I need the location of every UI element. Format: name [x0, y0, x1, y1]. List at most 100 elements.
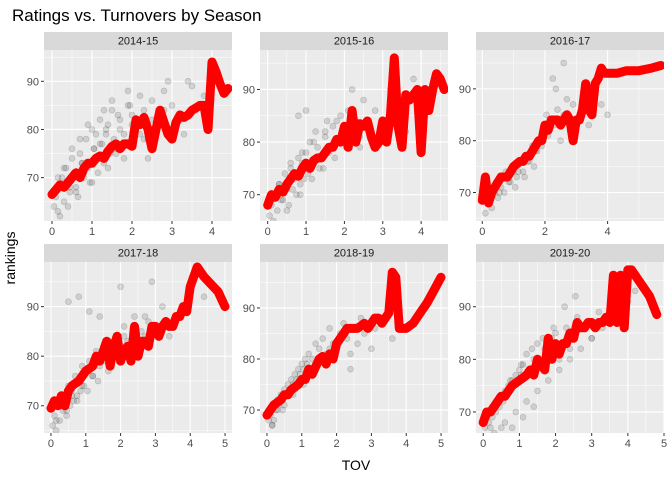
y-tick-label: 90 — [459, 84, 471, 96]
scatter-point — [371, 107, 379, 114]
x-tick-label: 3 — [169, 226, 175, 238]
scatter-point — [100, 106, 108, 114]
scatter-point — [354, 340, 361, 348]
scatter-point — [68, 155, 76, 162]
scatter-point — [270, 217, 277, 221]
scatter-point — [306, 138, 314, 146]
scatter-point — [511, 184, 519, 191]
scatter-point — [519, 361, 527, 368]
scatter-point — [104, 121, 112, 128]
scatter-point — [555, 366, 563, 374]
scatter-point — [312, 128, 319, 135]
facet-strip-label: 2019-20 — [550, 248, 590, 260]
scatter-point — [141, 313, 149, 320]
facet-strip-label: 2014-15 — [118, 36, 158, 48]
scatter-point — [517, 361, 525, 368]
panel-data — [478, 265, 662, 433]
panel-background — [476, 262, 664, 433]
facet-strip — [476, 244, 664, 262]
scatter-point — [302, 149, 310, 156]
trend-line — [47, 57, 232, 199]
scatter-point — [120, 332, 128, 340]
scatter-point — [82, 135, 90, 143]
facet-strip-label: 2017-18 — [118, 248, 158, 260]
facet-strip — [260, 32, 448, 50]
scatter-point — [597, 101, 605, 108]
y-tick-label: 80 — [27, 124, 39, 136]
scatter-point — [89, 372, 96, 380]
scatter-point — [494, 194, 502, 201]
x-tick-label: 2 — [542, 226, 548, 238]
scatter-point — [159, 303, 166, 310]
scatter-point — [90, 145, 98, 152]
scatter-point — [523, 350, 530, 358]
scatter-point — [337, 112, 344, 120]
scatter-point — [298, 149, 306, 156]
scatter-point — [60, 198, 68, 205]
scatter-point — [314, 144, 321, 151]
scatter-point — [116, 126, 124, 133]
x-tick-label: 5 — [438, 438, 444, 450]
scatter-point — [287, 159, 295, 167]
scatter-point — [168, 102, 176, 109]
scatter-point — [516, 366, 523, 374]
scatter-point — [72, 184, 80, 191]
x-axis-title: TOV — [342, 457, 371, 473]
scatter-point — [108, 106, 116, 114]
scatter-point — [148, 278, 156, 286]
scatter-point — [319, 335, 327, 342]
scatter-point — [73, 392, 81, 400]
scatter-point — [321, 128, 329, 135]
y-tick-label: 80 — [243, 354, 255, 366]
facet-strip-label: 2015-16 — [334, 36, 374, 48]
scatter-point — [519, 413, 527, 421]
scatter-point — [577, 345, 585, 353]
scatter-point — [136, 92, 144, 100]
x-tick-label: 2 — [129, 226, 135, 238]
scatter-point — [108, 97, 116, 104]
x-tick-label: 4 — [625, 438, 631, 450]
scatter-point — [308, 175, 316, 183]
scatter-point — [289, 186, 296, 193]
x-tick-label: 4 — [187, 438, 193, 450]
y-tick-label: 90 — [459, 302, 471, 314]
x-tick-label: 4 — [605, 226, 611, 238]
scatter-point — [268, 421, 276, 429]
scatter-point — [347, 365, 354, 373]
scatter-point — [65, 298, 72, 306]
scatter-point — [323, 117, 331, 125]
scatter-point — [604, 111, 611, 119]
scatter-point — [62, 164, 70, 172]
scatter-point — [285, 201, 293, 209]
scatter-point — [180, 131, 188, 138]
scatter-point — [84, 121, 92, 128]
x-tick-label: 2 — [341, 226, 347, 238]
scatter-point — [131, 313, 138, 320]
x-tick-label: 0 — [265, 226, 271, 238]
scatter-point — [557, 137, 564, 144]
y-tick-label: 90 — [243, 303, 255, 315]
scatter-point — [560, 59, 568, 67]
scatter-point — [77, 387, 84, 395]
scatter-point — [296, 191, 304, 198]
scatter-point — [287, 376, 295, 383]
scatter-point — [528, 345, 536, 353]
y-tick-label: 70 — [459, 188, 471, 200]
scatter-point — [75, 293, 83, 301]
scatter-point — [566, 355, 574, 363]
scatter-point — [544, 377, 552, 384]
scatter-point — [144, 155, 152, 162]
scatter-point — [88, 179, 96, 186]
facet-panel-2015-16: 2015-16 70 80 90 0 1 2 3 4 — [243, 32, 448, 238]
panel-data — [46, 262, 230, 433]
scatter-point — [184, 78, 192, 85]
scatter-point — [140, 106, 148, 114]
x-tick-label: 4 — [418, 226, 424, 238]
scatter-point — [120, 155, 128, 162]
scatter-point — [552, 85, 560, 93]
scatter-point — [54, 208, 62, 215]
scatter-point — [333, 117, 341, 125]
y-tick-label: 70 — [27, 401, 39, 413]
x-tick-label: 0 — [479, 226, 485, 238]
